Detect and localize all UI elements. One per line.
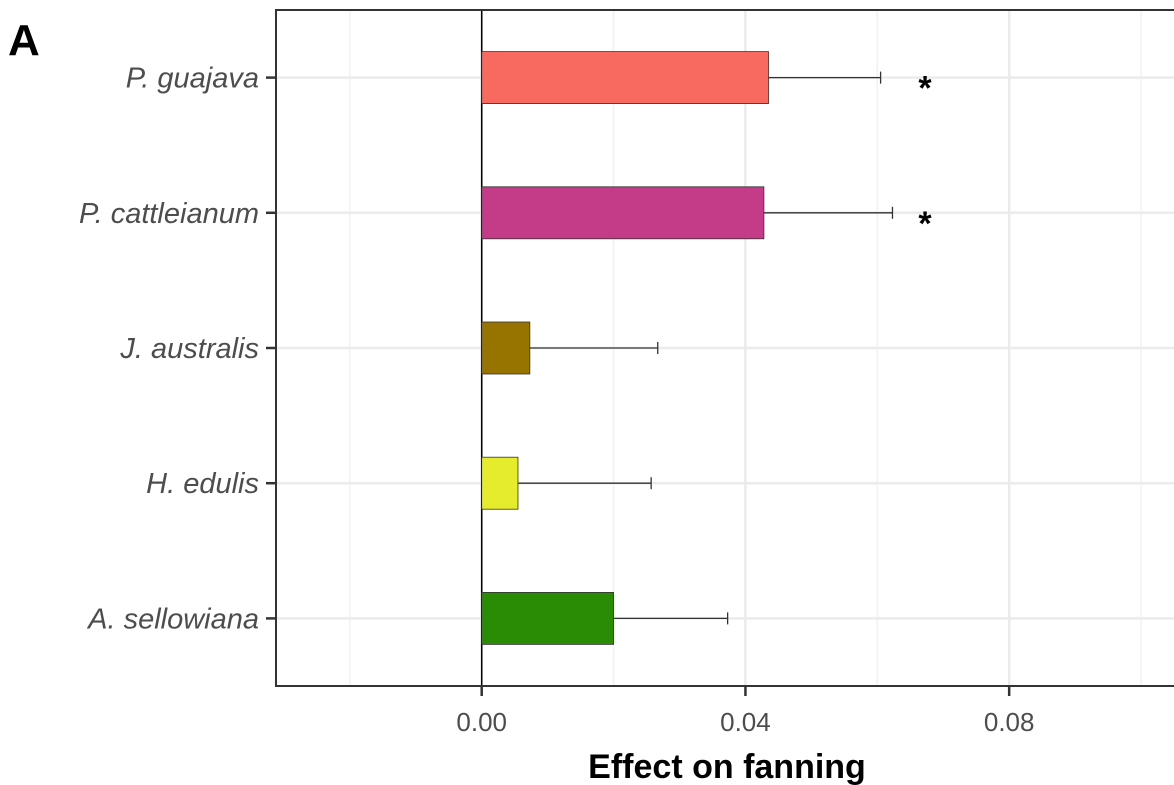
y-tick-label: P. cattleianum (79, 198, 259, 230)
significance-markers: ** (918, 70, 932, 243)
grid (276, 10, 1174, 686)
y-tick-label: A. sellowiana (86, 603, 259, 635)
x-tick-label: 0.00 (456, 707, 507, 737)
significance-marker: * (918, 70, 932, 108)
panel-label: A (8, 16, 40, 65)
x-tick-label: 0.04 (720, 707, 771, 737)
significance-marker: * (918, 205, 932, 243)
bar-p-cattleianum (481, 186, 765, 240)
y-tick-label: J. australis (119, 333, 259, 365)
y-tick-label: H. edulis (146, 468, 259, 500)
y-tick-label: P. guajava (126, 63, 259, 95)
bar-h-edulis (481, 456, 519, 510)
y-axis: P. guajava P. cattleianum J. australis H. e… (79, 63, 276, 635)
bars (481, 51, 769, 645)
x-tick-label: 0.08 (984, 707, 1035, 737)
bar-a-sellowiana (481, 592, 614, 645)
error-bars (517, 71, 894, 625)
x-axis-title: Effect on fanning (588, 748, 866, 785)
x-axis: 0.00 0.04 0.08 (456, 686, 1034, 737)
bar-j-australis (481, 321, 531, 375)
bar-p-guajava (481, 51, 769, 104)
